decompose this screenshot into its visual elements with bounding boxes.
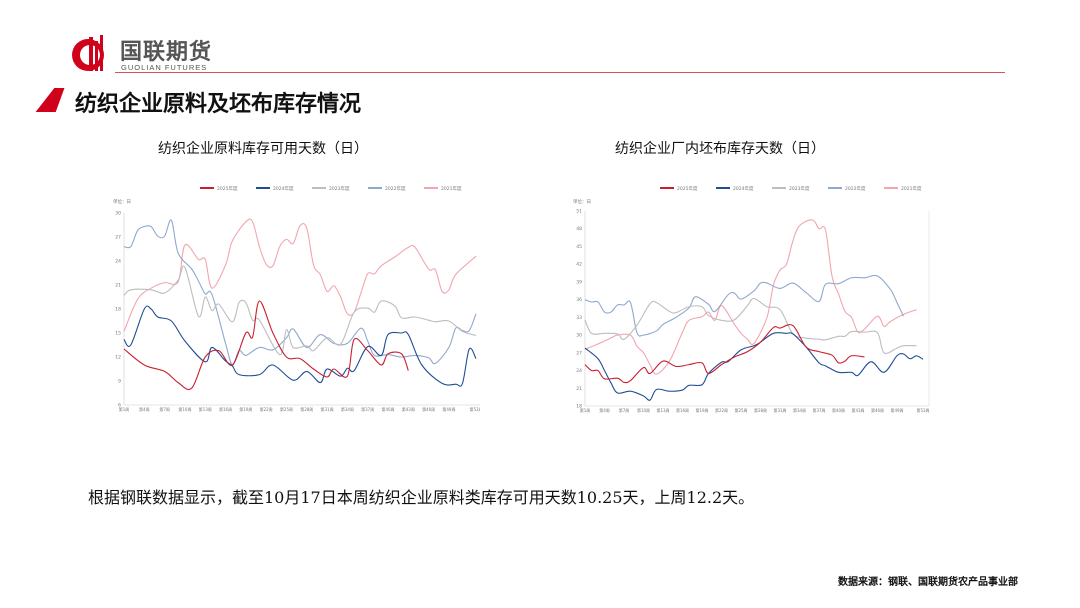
chart-title: 纺织企业厂内坯布库存天数（日） — [615, 141, 825, 157]
series-line-2024年度 — [123, 305, 477, 387]
series-line-2023年度 — [584, 297, 917, 354]
x-tick-label: 第40周 — [832, 407, 845, 413]
y-tick-label: 21 — [576, 386, 582, 392]
header-divider — [115, 72, 1005, 73]
x-tick-label: 第40周 — [381, 406, 394, 412]
y-tick-label: 36 — [576, 297, 582, 303]
legend-label: 2023年度 — [329, 185, 350, 192]
legend-label: 2025年度 — [217, 185, 238, 192]
y-tick-label: 51 — [576, 209, 582, 215]
series-line-2021年度 — [584, 219, 917, 375]
x-tick-label: 第7周 — [159, 406, 170, 412]
series-line-2025年度 — [584, 324, 865, 384]
y-tick-label: 21 — [115, 283, 121, 289]
x-tick-label: 第49周 — [890, 407, 903, 413]
x-tick-label: 第53周 — [916, 407, 929, 413]
legend-label: 2025年度 — [677, 185, 698, 192]
legend-label: 2021年度 — [901, 185, 922, 192]
y-tick-label: 27 — [115, 235, 121, 241]
legend-label: 2024年度 — [733, 185, 754, 192]
x-tick-label: 第34周 — [341, 406, 354, 412]
x-tick-label: 第10周 — [178, 406, 191, 412]
x-tick-label: 第4周 — [599, 407, 610, 413]
x-tick-label: 第25周 — [280, 406, 293, 412]
y-tick-label: 15 — [115, 331, 121, 337]
x-tick-label: 第4周 — [139, 406, 150, 412]
page-title: 纺织企业原料及坯布库存情况 — [75, 92, 362, 117]
x-tick-label: 第46周 — [871, 407, 884, 413]
title-flag-icon — [35, 88, 65, 112]
summary-text: 根据钢联数据显示，截至10月17日本周纺织企业原料类库存可用天数10.25天，上… — [88, 488, 755, 507]
y-tick-label: 33 — [576, 315, 582, 321]
y-tick-label: 24 — [576, 368, 582, 374]
x-tick-label: 第53周 — [469, 406, 480, 412]
y-tick-label: 45 — [576, 244, 582, 250]
x-tick-label: 第28周 — [300, 406, 313, 412]
series-line-2024年度 — [584, 332, 924, 401]
y-tick-label: 30 — [115, 211, 121, 217]
x-tick-label: 第43周 — [402, 406, 415, 412]
legend-label: 2022年度 — [845, 185, 866, 192]
unit-label: 单位：日 — [113, 198, 131, 205]
y-tick-label: 39 — [576, 279, 582, 285]
brand-name-en: GUOLIAN FUTURES — [121, 63, 208, 72]
y-tick-label: 30 — [576, 333, 582, 339]
x-tick-label: 第19周 — [239, 406, 252, 412]
y-tick-label: 27 — [576, 350, 582, 356]
x-tick-label: 第28周 — [754, 407, 767, 413]
y-tick-label: 24 — [115, 259, 121, 265]
unit-label: 单位：日 — [573, 198, 591, 205]
x-tick-label: 第1周 — [580, 407, 591, 413]
data-source: 数据来源：钢联、国联期货农产品事业部 — [838, 577, 1018, 588]
x-tick-label: 第13周 — [199, 406, 212, 412]
x-tick-label: 第34周 — [793, 407, 806, 413]
y-tick-label: 42 — [576, 262, 582, 268]
logo-mark — [70, 33, 110, 73]
x-tick-label: 第22周 — [260, 406, 273, 412]
legend-label: 2024年度 — [273, 185, 294, 192]
x-tick-label: 第43周 — [851, 407, 864, 413]
x-tick-label: 第7周 — [619, 407, 630, 413]
legend-label: 2023年度 — [789, 185, 810, 192]
y-tick-label: 18 — [115, 307, 121, 313]
series-line-2021年度 — [123, 218, 477, 332]
y-tick-label: 6 — [118, 403, 121, 409]
x-tick-label: 第31周 — [321, 406, 334, 412]
x-tick-label: 第46周 — [422, 406, 435, 412]
x-tick-label: 第37周 — [361, 406, 374, 412]
y-tick-label: 18 — [576, 404, 582, 410]
x-tick-label: 第19周 — [695, 407, 708, 413]
x-tick-label: 第10周 — [637, 407, 650, 413]
x-tick-label: 第22周 — [715, 407, 728, 413]
x-tick-label: 第1周 — [119, 406, 130, 412]
legend-label: 2021年度 — [441, 185, 462, 192]
x-tick-label: 第16周 — [219, 406, 232, 412]
x-tick-label: 第16周 — [676, 407, 689, 413]
series-line-2022年度 — [123, 219, 477, 366]
brand-name: 国联期货 — [120, 40, 213, 65]
y-tick-label: 9 — [118, 379, 121, 385]
x-tick-label: 第37周 — [812, 407, 825, 413]
series-line-2022年度 — [584, 274, 904, 337]
legend-label: 2022年度 — [385, 185, 406, 192]
x-tick-label: 第31周 — [773, 407, 786, 413]
x-tick-label: 第49周 — [442, 406, 455, 412]
x-tick-label: 第25周 — [734, 407, 747, 413]
chart-title: 纺织企业原料库存可用天数（日） — [158, 141, 368, 157]
series-line-2025年度 — [123, 300, 409, 391]
series-line-2023年度 — [123, 265, 477, 356]
x-tick-label: 第13周 — [656, 407, 669, 413]
y-tick-label: 12 — [115, 355, 121, 361]
y-tick-label: 48 — [576, 226, 582, 232]
